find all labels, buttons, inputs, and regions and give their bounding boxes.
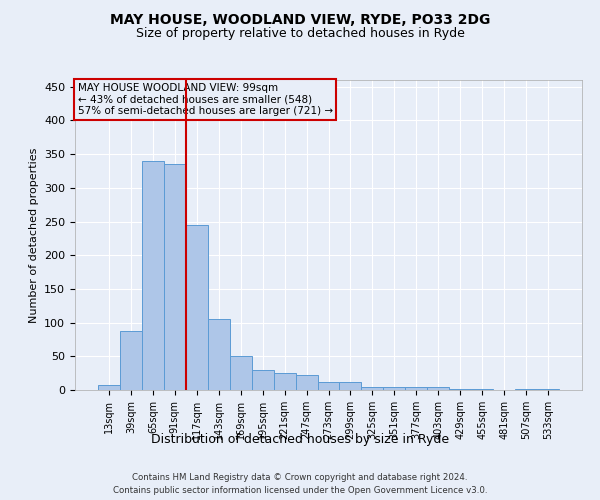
Bar bbox=[274, 373, 296, 390]
Text: MAY HOUSE WOODLAND VIEW: 99sqm
← 43% of detached houses are smaller (548)
57% of: MAY HOUSE WOODLAND VIEW: 99sqm ← 43% of … bbox=[77, 83, 332, 116]
Text: Contains public sector information licensed under the Open Government Licence v3: Contains public sector information licen… bbox=[113, 486, 487, 495]
Bar bbox=[230, 356, 251, 390]
Bar bbox=[98, 384, 120, 390]
Bar bbox=[251, 370, 274, 390]
Bar bbox=[406, 388, 427, 390]
Text: Distribution of detached houses by size in Ryde: Distribution of detached houses by size … bbox=[151, 432, 449, 446]
Bar bbox=[186, 225, 208, 390]
Bar bbox=[317, 382, 340, 390]
Bar bbox=[361, 386, 383, 390]
Y-axis label: Number of detached properties: Number of detached properties bbox=[29, 148, 38, 322]
Bar bbox=[164, 164, 186, 390]
Bar bbox=[142, 161, 164, 390]
Text: Size of property relative to detached houses in Ryde: Size of property relative to detached ho… bbox=[136, 28, 464, 40]
Bar bbox=[296, 375, 317, 390]
Bar bbox=[208, 319, 230, 390]
Bar bbox=[340, 382, 361, 390]
Bar bbox=[120, 330, 142, 390]
Text: MAY HOUSE, WOODLAND VIEW, RYDE, PO33 2DG: MAY HOUSE, WOODLAND VIEW, RYDE, PO33 2DG bbox=[110, 12, 490, 26]
Bar bbox=[383, 386, 406, 390]
Bar bbox=[427, 388, 449, 390]
Text: Contains HM Land Registry data © Crown copyright and database right 2024.: Contains HM Land Registry data © Crown c… bbox=[132, 472, 468, 482]
